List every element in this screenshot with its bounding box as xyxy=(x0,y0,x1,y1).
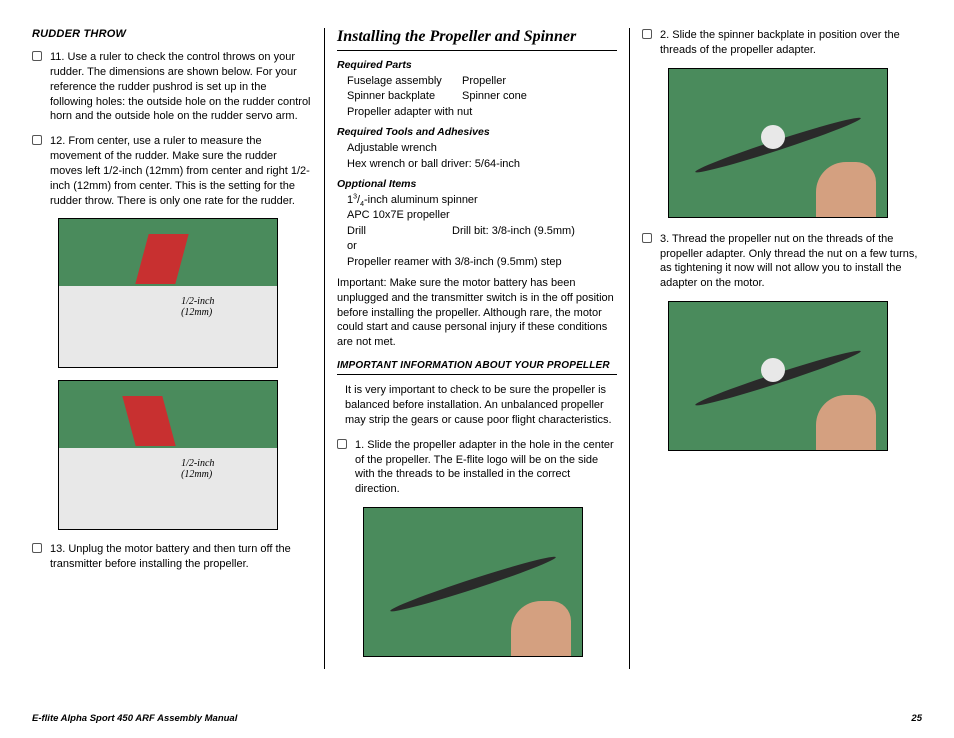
checkbox-icon xyxy=(32,51,42,61)
column-2: Installing the Propeller and Spinner Req… xyxy=(325,28,630,669)
step-12-text: 12. From center, use a ruler to measure … xyxy=(50,134,312,208)
checkbox-icon xyxy=(642,29,652,39)
column-1: RUDDER THROW 11. Use a ruler to check th… xyxy=(32,28,325,669)
required-tools-list: Adjustable wrench Hex wrench or ball dri… xyxy=(347,141,617,172)
rudder-image-left: 1/2-inch (12mm) xyxy=(58,218,278,368)
important-note: Important: Make sure the motor battery h… xyxy=(337,276,617,350)
propeller-info-heading: IMPORTANT INFORMATION ABOUT YOUR PROPELL… xyxy=(337,360,617,375)
optional-items-list: 13/4-inch aluminum spinner APC 10x7E pro… xyxy=(347,193,617,270)
section-title: Installing the Propeller and Spinner xyxy=(337,28,617,51)
column-3: 2. Slide the spinner backplate in positi… xyxy=(630,28,922,669)
step-13-text: 13. Unplug the motor battery and then tu… xyxy=(50,542,312,572)
checkbox-icon xyxy=(337,439,347,449)
manual-title: E-flite Alpha Sport 450 ARF Assembly Man… xyxy=(32,713,237,724)
step-1: 1. Slide the propeller adapter in the ho… xyxy=(337,438,617,497)
required-parts-list: Fuselage assemblyPropeller Spinner backp… xyxy=(347,74,617,120)
step-3-text: 3. Thread the propeller nut on the threa… xyxy=(660,232,922,291)
img-label-2: (12mm) xyxy=(181,469,214,480)
propeller-info-text: It is very important to check to be sure… xyxy=(345,383,617,428)
checkbox-icon xyxy=(32,135,42,145)
checkbox-icon xyxy=(32,543,42,553)
rudder-throw-heading: RUDDER THROW xyxy=(32,28,312,40)
page-number: 25 xyxy=(911,713,922,724)
propeller-image-1 xyxy=(363,507,583,657)
step-11-text: 11. Use a ruler to check the control thr… xyxy=(50,50,312,124)
step-2-text: 2. Slide the spinner backplate in positi… xyxy=(660,28,922,58)
step-2: 2. Slide the spinner backplate in positi… xyxy=(642,28,922,58)
step-1-text: 1. Slide the propeller adapter in the ho… xyxy=(355,438,617,497)
step-11: 11. Use a ruler to check the control thr… xyxy=(32,50,312,124)
step-13: 13. Unplug the motor battery and then tu… xyxy=(32,542,312,572)
img-label-1: 1/2-inch xyxy=(181,458,214,469)
rudder-image-right: 1/2-inch (12mm) xyxy=(58,380,278,530)
optional-items-heading: Opptional Items xyxy=(337,178,617,190)
page-footer: E-flite Alpha Sport 450 ARF Assembly Man… xyxy=(32,713,922,724)
propeller-image-3 xyxy=(668,301,888,451)
checkbox-icon xyxy=(642,233,652,243)
propeller-image-2 xyxy=(668,68,888,218)
step-12: 12. From center, use a ruler to measure … xyxy=(32,134,312,208)
step-3: 3. Thread the propeller nut on the threa… xyxy=(642,232,922,291)
img-label-1: 1/2-inch xyxy=(181,296,214,307)
required-tools-heading: Required Tools and Adhesives xyxy=(337,126,617,138)
required-parts-heading: Required Parts xyxy=(337,59,617,71)
img-label-2: (12mm) xyxy=(181,307,214,318)
